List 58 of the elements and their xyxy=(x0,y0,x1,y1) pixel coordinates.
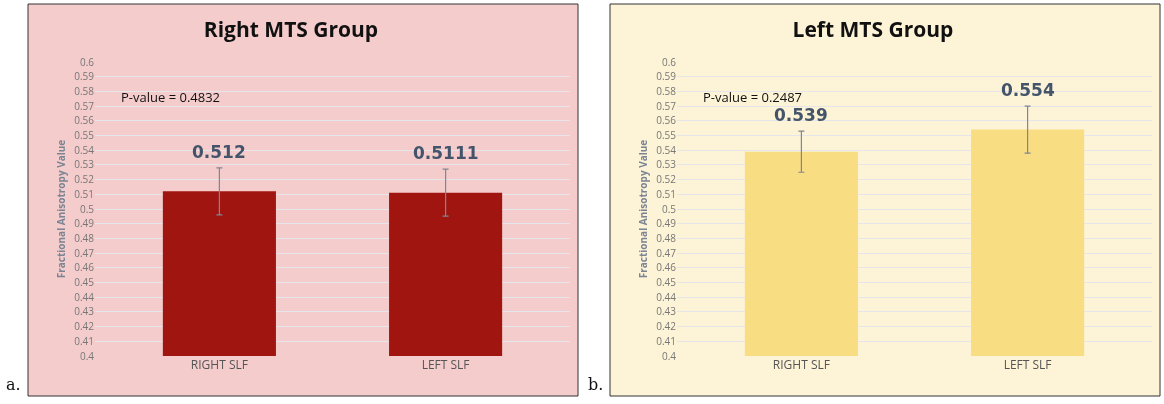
x-tick-label: LEFT SLF xyxy=(1003,356,1052,373)
y-tick-label: 0.51 xyxy=(74,186,94,201)
y-tick-label: 0.43 xyxy=(656,304,677,319)
y-tick-label: 0.48 xyxy=(656,230,677,245)
y-tick-label: 0.54 xyxy=(74,142,95,157)
chart-title: Right MTS Group xyxy=(203,15,379,44)
y-axis-title: Fractional Anisotropy Value xyxy=(54,139,69,279)
y-tick-label: 0.46 xyxy=(656,260,677,275)
x-tick-label: LEFT SLF xyxy=(421,356,470,373)
y-tick-label: 0.48 xyxy=(74,230,95,245)
data-label: 0.5111 xyxy=(413,143,479,163)
y-tick-label: 0.51 xyxy=(656,186,676,201)
y-tick-label: 0.53 xyxy=(74,157,95,172)
y-tick-label: 0.44 xyxy=(74,289,95,304)
y-tick-label: 0.4 xyxy=(661,348,677,363)
y-tick-label: 0.58 xyxy=(74,83,95,98)
annotation: P-value = 0.2487 xyxy=(703,88,803,106)
y-tick-label: 0.57 xyxy=(656,98,677,113)
y-tick-label: 0.41 xyxy=(74,333,94,348)
y-tick-label: 0.54 xyxy=(656,142,677,157)
y-tick-label: 0.6 xyxy=(661,54,677,69)
x-tick-label: RIGHT SLF xyxy=(190,356,248,373)
text: b. xyxy=(588,375,604,394)
y-tick-label: 0.52 xyxy=(656,172,677,187)
y-tick-label: 0.46 xyxy=(74,260,95,275)
y-tick-label: 0.47 xyxy=(656,245,677,260)
y-tick-label: 0.6 xyxy=(79,54,95,69)
y-tick-label: 0.49 xyxy=(656,216,677,231)
y-tick-label: 0.52 xyxy=(74,172,95,187)
y-tick-label: 0.47 xyxy=(74,245,95,260)
chart-title: Left MTS Group xyxy=(792,15,954,44)
y-tick-label: 0.55 xyxy=(656,128,677,142)
y-axis-title: Fractional Anisotropy Value xyxy=(636,139,651,279)
data-label: 0.554 xyxy=(1001,80,1055,100)
y-tick-label: 0.58 xyxy=(656,83,677,98)
y-tick-label: 0.59 xyxy=(74,69,95,84)
y-tick-label: 0.45 xyxy=(656,275,677,289)
y-tick-label: 0.4 xyxy=(79,348,95,363)
y-tick-label: 0.44 xyxy=(656,289,677,304)
y-tick-label: 0.56 xyxy=(656,113,677,128)
y-tick-label: 0.59 xyxy=(656,69,677,84)
annotation: P-value = 0.4832 xyxy=(121,88,221,106)
data-label: 0.512 xyxy=(192,142,246,162)
y-tick-label: 0.41 xyxy=(656,333,676,348)
y-tick-label: 0.53 xyxy=(656,157,677,172)
y-tick-label: 0.55 xyxy=(74,128,95,142)
y-tick-label: 0.43 xyxy=(74,304,95,319)
y-tick-label: 0.57 xyxy=(74,98,95,113)
text: a. xyxy=(6,375,21,394)
y-tick-label: 0.5 xyxy=(79,201,95,216)
y-tick-label: 0.56 xyxy=(74,113,95,128)
y-tick-label: 0.45 xyxy=(74,275,95,289)
data-label: 0.539 xyxy=(774,105,828,125)
y-tick-label: 0.49 xyxy=(74,216,95,231)
y-tick-label: 0.5 xyxy=(661,201,677,216)
y-tick-label: 0.42 xyxy=(656,319,677,334)
y-tick-label: 0.42 xyxy=(74,319,95,334)
x-tick-label: RIGHT SLF xyxy=(772,356,830,373)
